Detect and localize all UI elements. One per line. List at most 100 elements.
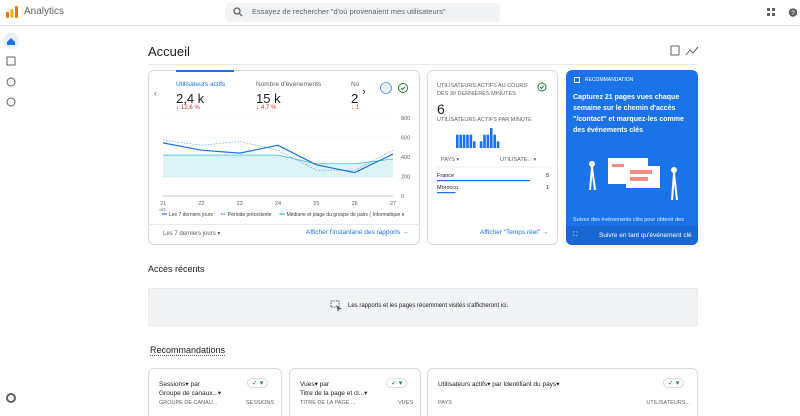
minute-bar bbox=[466, 134, 469, 148]
top-bar bbox=[0, 0, 800, 26]
rec-dimension[interactable]: Identifiant du pays bbox=[503, 381, 557, 388]
metric-value: 2,4 k bbox=[176, 91, 205, 106]
overview-chart: 0 200 400 600 800 21 22 23 24 25 26 27 oct.Les 7 der… bbox=[159, 116, 410, 218]
reco-text: Capturez 21 pages vues chaque semaine su… bbox=[573, 94, 684, 134]
y-tick-label: 200 bbox=[401, 175, 410, 181]
legend-label: Période précédente bbox=[228, 212, 272, 218]
illustration bbox=[589, 158, 678, 201]
per-minute-label: UTILISATEURS ACTIFS PAR MINUTE bbox=[437, 117, 532, 123]
y-tick-label: 800 bbox=[401, 116, 410, 122]
rec-heading: Utilisateurs actifs▾ par Identifiant du … bbox=[438, 381, 560, 388]
minute-bar bbox=[459, 134, 462, 148]
rec-heading: Sessions▾ par Groupe de canaux...▾ bbox=[159, 381, 222, 397]
users-bar bbox=[437, 180, 530, 182]
realtime-card bbox=[427, 70, 558, 245]
divider bbox=[148, 64, 698, 65]
minute-bar bbox=[486, 134, 490, 148]
date-range[interactable]: Les 7 derniers jours ▾ bbox=[163, 231, 221, 237]
rec-dimension[interactable]: Titre de la page et cl... bbox=[300, 390, 365, 397]
col-header[interactable]: UTILISATE... ▾ bbox=[500, 157, 537, 163]
y-tick-label: 0 bbox=[401, 194, 404, 200]
search-icon bbox=[233, 7, 243, 17]
rec-metric[interactable]: Utilisateurs actifs bbox=[438, 381, 488, 388]
cursor-icon bbox=[330, 300, 342, 312]
minute-bar bbox=[490, 128, 493, 148]
status-icon[interactable]: ✓ ▾ bbox=[247, 378, 269, 388]
legend-label: Médiane et plage du groupe de pairs ( In… bbox=[287, 212, 405, 218]
realtime-link[interactable]: Afficher "Temps réel" → bbox=[480, 229, 549, 236]
date-range-text: Les 7 derniers jours bbox=[163, 231, 216, 237]
search-placeholder: Essayez de rechercher "d'où provenaient … bbox=[252, 7, 446, 16]
series-line bbox=[162, 142, 394, 174]
rec-by: par bbox=[190, 381, 200, 388]
metric-label[interactable]: Utilisateurs actifs bbox=[176, 81, 226, 88]
link-text: Afficher "Temps réel" bbox=[480, 229, 541, 236]
minute-bar bbox=[469, 134, 473, 148]
svg-text:?: ? bbox=[791, 10, 795, 17]
change-arrow: ↓ bbox=[256, 105, 259, 111]
metric-label[interactable]: Nombre d'événements bbox=[256, 81, 322, 88]
reco-tag: RECOMMANDATION bbox=[585, 77, 634, 83]
rec-metric[interactable]: Vues bbox=[300, 381, 315, 388]
prev-arrow[interactable]: ‹ bbox=[154, 88, 157, 98]
page-title: Accueil bbox=[148, 44, 190, 59]
tag-icon bbox=[574, 77, 580, 83]
status-icon[interactable]: ✓ ▾ bbox=[386, 378, 408, 388]
rec-by: par bbox=[492, 381, 502, 388]
metric-change: 4,7 % bbox=[261, 105, 277, 111]
metric-change: 1 bbox=[356, 105, 360, 111]
metric-value: 15 k bbox=[256, 91, 281, 106]
sidebar bbox=[3, 33, 19, 403]
legend-label: Les 7 derniers jours bbox=[169, 212, 213, 218]
card-icons[interactable] bbox=[380, 82, 410, 95]
logo bbox=[6, 6, 18, 18]
peer-band-edge bbox=[163, 154, 394, 165]
col-header[interactable]: PAYS ▾ bbox=[441, 157, 460, 163]
minute-bar bbox=[483, 134, 486, 148]
next-arrow[interactable]: › bbox=[362, 86, 366, 98]
search-box[interactable] bbox=[225, 3, 500, 22]
country: Morocco bbox=[437, 185, 458, 191]
users: 1 bbox=[546, 185, 549, 191]
country: France bbox=[437, 173, 454, 179]
rec-col: PAYS bbox=[438, 400, 452, 406]
x-tick-label: 23 bbox=[237, 201, 243, 207]
rec-card bbox=[148, 368, 282, 416]
col-text: PAYS bbox=[441, 157, 455, 163]
overview-link[interactable]: Afficher l'instantané des rapports → bbox=[306, 229, 409, 236]
recent-empty-text: Les rapports et les pages récemment visi… bbox=[348, 303, 509, 309]
product-name: Analytics bbox=[24, 6, 65, 17]
rec-metric[interactable]: Sessions bbox=[159, 381, 186, 388]
change-arrow: ↓ bbox=[176, 105, 179, 111]
recommendation-card bbox=[566, 70, 698, 245]
rec-by: par bbox=[319, 381, 330, 388]
x-tick-label: 26 bbox=[352, 201, 358, 207]
minute-bar bbox=[473, 141, 476, 148]
rec-col: VUES bbox=[398, 400, 413, 406]
rec-card bbox=[427, 368, 698, 416]
users: 5 bbox=[546, 173, 549, 179]
rec-dimension[interactable]: Groupe de canaux... bbox=[159, 390, 218, 397]
overview-card bbox=[148, 70, 420, 245]
realtime-value: 6 bbox=[437, 101, 445, 117]
minute-bar bbox=[456, 134, 459, 148]
minute-bar bbox=[462, 134, 466, 148]
col-text: UTILISATE... bbox=[500, 157, 532, 163]
x-sublabel: oct. bbox=[159, 207, 166, 212]
page-actions[interactable] bbox=[670, 45, 700, 57]
x-tick-label: 25 bbox=[313, 201, 319, 207]
change-arrow: ↓ bbox=[351, 105, 354, 111]
metric-label[interactable]: No bbox=[351, 81, 360, 88]
y-tick-label: 400 bbox=[401, 155, 410, 161]
header-icons[interactable]: ? bbox=[767, 8, 797, 18]
peer-band bbox=[163, 155, 393, 178]
rec-col: SESSIONS bbox=[245, 400, 274, 406]
status-icon[interactable]: ✓ ▾ bbox=[663, 378, 685, 388]
x-tick-label: 21 bbox=[160, 201, 166, 207]
reco-action[interactable]: Suivre en tant qu'événement clé bbox=[599, 232, 692, 239]
x-tick-label: 24 bbox=[275, 201, 281, 207]
minute-bar bbox=[496, 141, 500, 148]
series-line bbox=[162, 139, 394, 171]
expand-icon[interactable]: ⛶ bbox=[573, 232, 578, 238]
